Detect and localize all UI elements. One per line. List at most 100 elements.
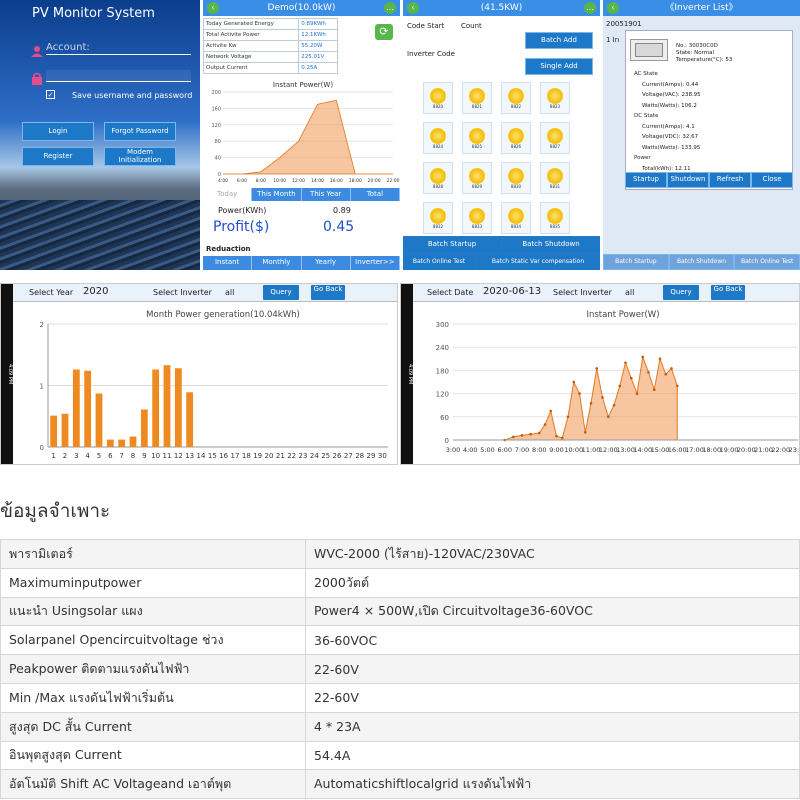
go-back-button[interactable]: Go Back bbox=[311, 285, 345, 300]
remember-checkbox[interactable]: ✓ bbox=[46, 90, 55, 99]
tab-total[interactable]: Total bbox=[350, 188, 400, 201]
inverter-value[interactable]: all bbox=[625, 288, 635, 297]
back-icon[interactable]: ‹ bbox=[407, 2, 419, 14]
year-value[interactable]: 2020 bbox=[83, 286, 109, 297]
single-add-button[interactable]: Single Add bbox=[525, 58, 593, 75]
back-icon[interactable]: ‹ bbox=[207, 2, 219, 14]
table-row: Output Current 0.25A bbox=[203, 62, 338, 74]
inverter-tile[interactable]: 8820 bbox=[423, 82, 453, 114]
inverter-tile[interactable]: 8824 bbox=[423, 122, 453, 154]
spec-key: Maximuminputpower bbox=[0, 567, 306, 598]
inverter-tile[interactable]: 8831 bbox=[540, 162, 570, 194]
sun-icon bbox=[469, 127, 485, 144]
x-tick-label: 13:00 bbox=[616, 446, 635, 454]
inverter-tile[interactable]: 8823 bbox=[540, 82, 570, 114]
query-button[interactable]: Query bbox=[663, 285, 699, 300]
x-tick-label: 30 bbox=[378, 452, 387, 460]
x-tick-label: 6:00 bbox=[237, 178, 247, 184]
tab-this-month[interactable]: This Month bbox=[252, 188, 302, 201]
data-point bbox=[529, 432, 532, 436]
inverter-device-image bbox=[630, 39, 668, 61]
bottom-tabs: Instant Monthly Yearly Inverter>> bbox=[203, 256, 400, 270]
close-button[interactable]: Close bbox=[751, 172, 793, 188]
tab-inverter[interactable]: Inverter>> bbox=[350, 256, 400, 270]
inverter-tile[interactable]: 8826 bbox=[501, 122, 531, 154]
sun-icon bbox=[547, 127, 563, 144]
stat-label: Today Generated Energy bbox=[203, 18, 300, 30]
password-input[interactable] bbox=[46, 70, 191, 82]
sun-icon bbox=[430, 167, 446, 184]
back-icon[interactable]: ‹ bbox=[607, 2, 619, 14]
tab-yearly[interactable]: Yearly bbox=[301, 256, 351, 270]
table-row: อัตโนมัติ Shift AC Voltageand เอาต์พุต Au… bbox=[0, 769, 800, 800]
inverter-tile[interactable]: 8830 bbox=[501, 162, 531, 194]
table-row: สูงสุด DC สั้น Current 4 * 23A bbox=[0, 711, 800, 742]
power-label: Power(KWh) bbox=[218, 206, 267, 215]
shutdown-button[interactable]: Shutdown bbox=[667, 172, 709, 188]
refresh-button[interactable]: Refresh bbox=[709, 172, 751, 188]
go-back-button[interactable]: Go Back bbox=[711, 285, 745, 300]
account-input[interactable]: Account: bbox=[46, 42, 191, 55]
sun-icon bbox=[508, 207, 524, 224]
sun-icon bbox=[547, 87, 563, 104]
device-no: No.: 30030C0D bbox=[676, 43, 718, 49]
query-button[interactable]: Query bbox=[263, 285, 299, 300]
x-tick-label: 20:00 bbox=[368, 178, 381, 184]
data-point bbox=[566, 415, 570, 419]
login-button[interactable]: Login bbox=[22, 122, 94, 141]
period-tabs: Today This Month This Year Total bbox=[203, 188, 400, 201]
batch-shutdown-button[interactable]: Batch Shutdown bbox=[502, 237, 600, 253]
batch-online-test-button[interactable]: Batch Online Test bbox=[403, 254, 475, 270]
demo-title: Demo(10.0kW) bbox=[267, 3, 336, 13]
batch-startup-button[interactable]: Batch Startup bbox=[403, 237, 501, 253]
inverter-tile[interactable]: 8829 bbox=[462, 162, 492, 194]
inverter-code: 8825 bbox=[471, 143, 483, 149]
tab-today[interactable]: Today bbox=[203, 188, 253, 201]
register-button[interactable]: Register bbox=[22, 147, 94, 166]
inverter-tile[interactable]: 8833 bbox=[462, 202, 492, 234]
date-value[interactable]: 2020-06-13 bbox=[483, 286, 542, 297]
x-tick-label: 20 bbox=[265, 452, 274, 460]
startup-button[interactable]: Startup bbox=[625, 172, 667, 188]
device-temperature: Temperature(°C): 53 bbox=[676, 57, 733, 63]
inverter-tile[interactable]: 8835 bbox=[540, 202, 570, 234]
batch-startup-tab[interactable]: Batch Startup bbox=[603, 254, 669, 270]
stat-value: 225.01V bbox=[298, 51, 338, 63]
spec-key: แนะนำ Usingsolar แผง bbox=[0, 596, 306, 627]
forgot-password-button[interactable]: Forgot Password bbox=[104, 122, 176, 141]
inverter-tile[interactable]: 8825 bbox=[462, 122, 492, 154]
tab-this-year[interactable]: This Year bbox=[301, 188, 351, 201]
more-icon[interactable]: … bbox=[584, 2, 596, 14]
inverter-tile[interactable]: 8834 bbox=[501, 202, 531, 234]
refresh-icon[interactable]: ⟳ bbox=[375, 24, 393, 40]
batch-shutdown-tab[interactable]: Batch Shutdown bbox=[668, 254, 735, 270]
inverter-code: 8827 bbox=[549, 143, 561, 149]
inverter-tile[interactable]: 8832 bbox=[423, 202, 453, 234]
tab-monthly[interactable]: Monthly bbox=[252, 256, 302, 270]
bar bbox=[186, 392, 194, 447]
x-tick-label: 25 bbox=[321, 452, 330, 460]
stat-value: 0.25A bbox=[298, 62, 338, 74]
x-tick-label: 13 bbox=[185, 452, 194, 460]
inverter-tile[interactable]: 8822 bbox=[501, 82, 531, 114]
batch-add-button[interactable]: Batch Add bbox=[525, 32, 593, 49]
bar bbox=[140, 409, 148, 447]
data-point bbox=[652, 388, 656, 392]
batch-title: (41.5KW) bbox=[480, 3, 523, 13]
tab-instant[interactable]: Instant bbox=[203, 256, 253, 270]
demo-instant-chart: Instant Power(W) 200 160 120 80 40 04:00 6:00 8… bbox=[211, 81, 399, 184]
inverter-code: 8828 bbox=[432, 183, 444, 189]
more-icon[interactable]: … bbox=[384, 2, 396, 14]
batch-static-var-button[interactable]: Batch Static Var compensation bbox=[476, 254, 600, 270]
x-tick-label: 22:00 bbox=[771, 446, 790, 454]
inverter-detail-dialog: No.: 30030C0D State: Normal Temperature(… bbox=[625, 30, 793, 190]
inverter-tile[interactable]: 8827 bbox=[540, 122, 570, 154]
x-tick-label: 29 bbox=[367, 452, 376, 460]
batch-online-test-tab[interactable]: Batch Online Test bbox=[734, 254, 800, 270]
inverter-tile[interactable]: 8821 bbox=[462, 82, 492, 114]
inverter-value[interactable]: all bbox=[225, 288, 235, 297]
modem-init-button[interactable]: Modem Initialization bbox=[104, 147, 176, 166]
sun-icon bbox=[469, 207, 485, 224]
bar bbox=[72, 369, 80, 447]
inverter-tile[interactable]: 8828 bbox=[423, 162, 453, 194]
